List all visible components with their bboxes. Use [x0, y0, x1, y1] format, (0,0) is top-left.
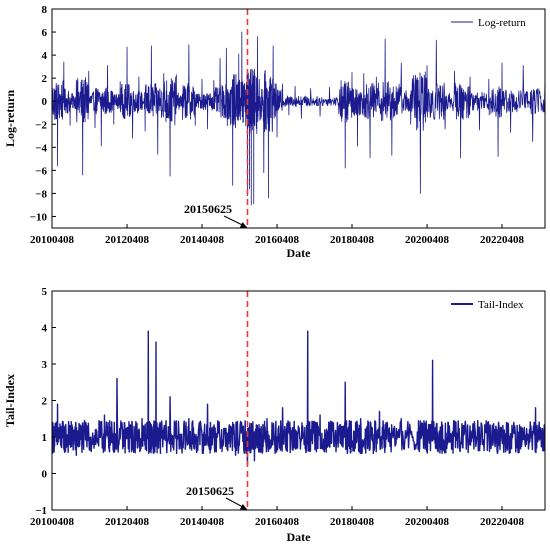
plot-frame — [51, 8, 546, 229]
y-tick-label: −6 — [35, 165, 47, 177]
y-axis-label: Tail-Index — [3, 374, 17, 427]
y-tick-label: 4 — [42, 323, 48, 335]
y-tick-label: −2 — [35, 119, 47, 131]
x-tick-label: 20140408 — [180, 516, 225, 528]
legend: Log-return — [451, 17, 526, 29]
x-tick-label: 20200408 — [405, 234, 450, 246]
series-line — [52, 31, 545, 206]
x-axis-label: Date — [287, 530, 312, 544]
y-tick-label: 3 — [42, 359, 48, 371]
y-tick-label: 0 — [42, 96, 48, 108]
annotation-label: 20150625 — [186, 484, 234, 498]
y-tick-label: 1 — [42, 432, 48, 444]
x-axis-label: Date — [287, 246, 312, 260]
x-tick-label: 20180408 — [330, 516, 375, 528]
y-tick-label: −4 — [35, 142, 47, 154]
x-tick-label: 20180408 — [330, 234, 375, 246]
x-tick-label: 20100408 — [30, 234, 75, 246]
legend-label: Tail-Index — [478, 299, 524, 311]
annotation-arrowhead — [239, 222, 248, 228]
event-annotation: 20150625 — [186, 484, 248, 510]
annotation-label: 20150625 — [184, 202, 232, 216]
y-tick-label: 8 — [42, 4, 48, 16]
x-tick-label: 20100408 — [30, 516, 75, 528]
y-tick-label: 5 — [42, 286, 48, 298]
x-tick-label: 20220408 — [480, 516, 525, 528]
x-tick-label: 20160408 — [255, 234, 300, 246]
y-tick-label: −1 — [35, 505, 47, 517]
y-tick-label: 2 — [42, 73, 48, 85]
log-return-panel: −10 −8 −6 −4 −2 0 2 4 6 8 20100408 20120408 20140408… — [3, 4, 546, 260]
y-tick-label: 2 — [42, 396, 48, 408]
tail-index-panel: −1 0 1 2 3 4 5 20100408 20120408 20140408 20160408… — [3, 286, 546, 544]
x-tick-label: 20140408 — [180, 234, 225, 246]
x-tick-label: 20120408 — [105, 516, 150, 528]
y-tick-label: 6 — [42, 27, 48, 39]
x-tick-label: 20220408 — [480, 234, 525, 246]
series-line — [52, 330, 545, 466]
legend-label: Log-return — [478, 17, 526, 29]
plot-frame — [51, 290, 546, 511]
y-tick-label: 4 — [42, 50, 48, 62]
y-axis-label: Log-return — [3, 90, 17, 147]
y-tick-label: −10 — [30, 211, 48, 223]
x-tick-label: 20120408 — [105, 234, 150, 246]
legend: Tail-Index — [451, 299, 524, 311]
y-tick-label: −8 — [35, 188, 47, 200]
annotation-arrowhead — [239, 503, 248, 510]
x-tick-label: 20160408 — [255, 516, 300, 528]
x-tick-label: 20200408 — [405, 516, 450, 528]
event-annotation: 20150625 — [184, 202, 248, 228]
y-tick-label: 0 — [42, 469, 48, 481]
